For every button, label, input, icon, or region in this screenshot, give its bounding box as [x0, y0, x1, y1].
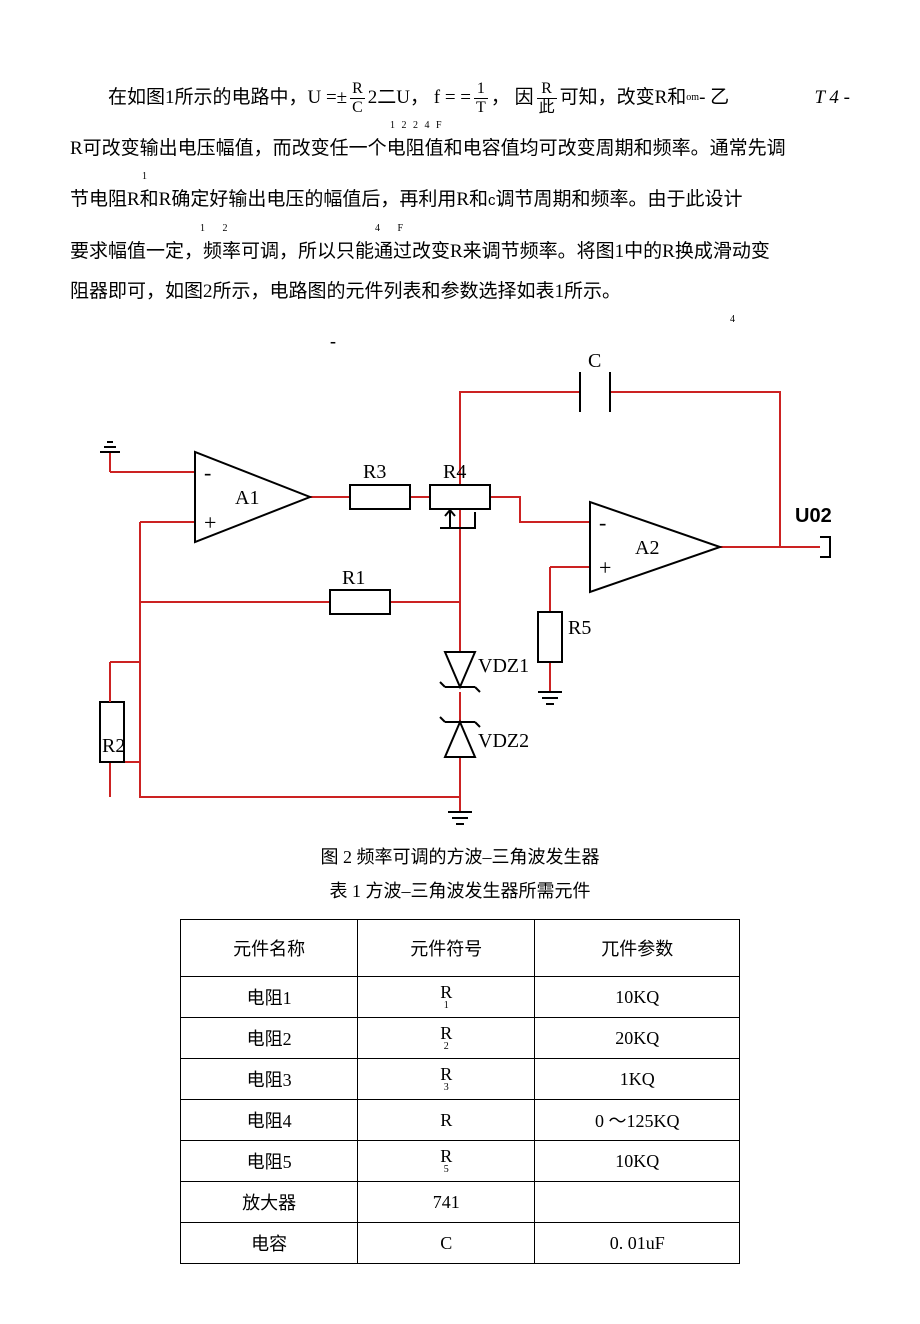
cell-param: 0. 01uF — [535, 1223, 740, 1264]
text: c — [488, 192, 496, 209]
paragraph-line-1: 在如图1所示的电路中，U =± R C 2二U， f = = 1 T ， 因 R… — [70, 80, 850, 116]
text-tail: T 4 - — [814, 80, 850, 116]
label-r2: R2 — [102, 735, 125, 757]
component-table: 元件名称 元件符号 兀件参数 电阻1R110KQ电阻2R220KQ电阻3R31K… — [180, 919, 740, 1264]
figure-caption-1: 图 2 频率可调的方波–三角波发生器 — [70, 843, 850, 871]
cell-name: 放大器 — [181, 1182, 358, 1223]
label-c: C — [588, 352, 601, 372]
text: 可知，改变R和 — [560, 80, 687, 116]
text: 节电阻R和R确定好输出电压的幅值后，再利用R和 — [70, 189, 488, 210]
table-row: 电阻4R0 ～125KQ — [181, 1100, 740, 1141]
numerator: R — [350, 81, 365, 98]
cell-symbol: R1 — [358, 977, 535, 1018]
subscript-row: 1 2 4 F — [70, 223, 850, 234]
figure-caption-2: 表 1 方波–三角波发生器所需元件 — [70, 877, 850, 905]
paragraph-line-4: 要求幅值一定，频率可调，所以只能通过改变R来调节频率。将图1中的R换成滑动变 — [70, 234, 850, 270]
table-row: 电阻2R220KQ — [181, 1018, 740, 1059]
denominator: 此 — [537, 98, 557, 116]
cell-name: 电阻4 — [181, 1100, 358, 1141]
label-vdz2: VDZ2 — [478, 730, 529, 752]
cell-name: 电阻2 — [181, 1018, 358, 1059]
label-a2: A2 — [635, 537, 659, 559]
svg-text:-: - — [599, 510, 606, 535]
label-r4: R4 — [443, 461, 466, 483]
label-r3: R3 — [363, 461, 386, 483]
label-a1: A1 — [235, 487, 259, 509]
cell-name: 电阻3 — [181, 1059, 358, 1100]
fraction: 1 T — [474, 81, 488, 116]
cell-param: 0 ～125KQ — [535, 1100, 740, 1141]
col-param: 兀件参数 — [535, 920, 740, 977]
text: 2二U， f = = — [368, 80, 471, 116]
text: - 乙 — [699, 80, 729, 116]
svg-text:+: + — [204, 510, 216, 535]
denominator: C — [350, 98, 365, 116]
dash-mark: - — [70, 331, 850, 352]
label-r5: R5 — [568, 617, 591, 639]
cell-param — [535, 1182, 740, 1223]
cell-param: 10KQ — [535, 1141, 740, 1182]
circuit-figure: - — [70, 331, 850, 905]
numerator: R — [539, 81, 554, 98]
table-row: 电容C0. 01uF — [181, 1223, 740, 1264]
cell-symbol: R — [358, 1100, 535, 1141]
cell-name: 电阻5 — [181, 1141, 358, 1182]
cell-param: 1KQ — [535, 1059, 740, 1100]
table-row: 电阻3R31KQ — [181, 1059, 740, 1100]
svg-text:+: + — [599, 555, 611, 580]
text-small: om — [686, 80, 699, 116]
circuit-svg: - + - + C R3 R4 A1 A2 R1 R5 R2 VDZ1 VDZ2… — [80, 352, 840, 832]
fraction: R C — [350, 81, 365, 116]
cell-symbol: R2 — [358, 1018, 535, 1059]
table-row: 放大器741 — [181, 1182, 740, 1223]
table-header-row: 元件名称 元件符号 兀件参数 — [181, 920, 740, 977]
col-name: 元件名称 — [181, 920, 358, 977]
subscript-row: 1 — [70, 171, 850, 182]
denominator: T — [474, 98, 488, 116]
paragraph-line-2: R可改变输出电压幅值，而改变任一个电阻值和电容值均可改变周期和频率。通常先调 — [70, 131, 850, 167]
text: 在如图1所示的电路中，U =± — [70, 80, 347, 116]
text: ， 因 — [491, 80, 534, 116]
numerator: 1 — [475, 81, 487, 98]
paragraph-line-5: 阻器即可，如图2所示，电路图的元件列表和参数选择如表1所示。 — [70, 274, 850, 310]
page: 在如图1所示的电路中，U =± R C 2二U， f = = 1 T ， 因 R… — [0, 0, 920, 1324]
label-r1: R1 — [342, 567, 365, 589]
table-row: 电阻5R510KQ — [181, 1141, 740, 1182]
cell-symbol: 741 — [358, 1182, 535, 1223]
cell-param: 10KQ — [535, 977, 740, 1018]
paragraph-line-3: 节电阻R和R确定好输出电压的幅值后，再利用R和c调节周期和频率。由于此设计 — [70, 182, 850, 219]
col-symbol: 元件符号 — [358, 920, 535, 977]
fraction: R 此 — [537, 81, 557, 116]
cell-param: 20KQ — [535, 1018, 740, 1059]
text: 调节周期和频率。由于此设计 — [496, 189, 743, 210]
cell-symbol: R3 — [358, 1059, 535, 1100]
table-row: 电阻1R110KQ — [181, 977, 740, 1018]
label-u02: U02 — [795, 505, 832, 527]
cell-name: 电阻1 — [181, 977, 358, 1018]
cell-name: 电容 — [181, 1223, 358, 1264]
label-vdz1: VDZ1 — [478, 655, 529, 677]
cell-symbol: R5 — [358, 1141, 535, 1182]
svg-text:-: - — [204, 460, 211, 485]
subscript-row: 4 — [70, 314, 850, 325]
cell-symbol: C — [358, 1223, 535, 1264]
subscript-row: 1 2 2 4 F — [70, 120, 850, 131]
